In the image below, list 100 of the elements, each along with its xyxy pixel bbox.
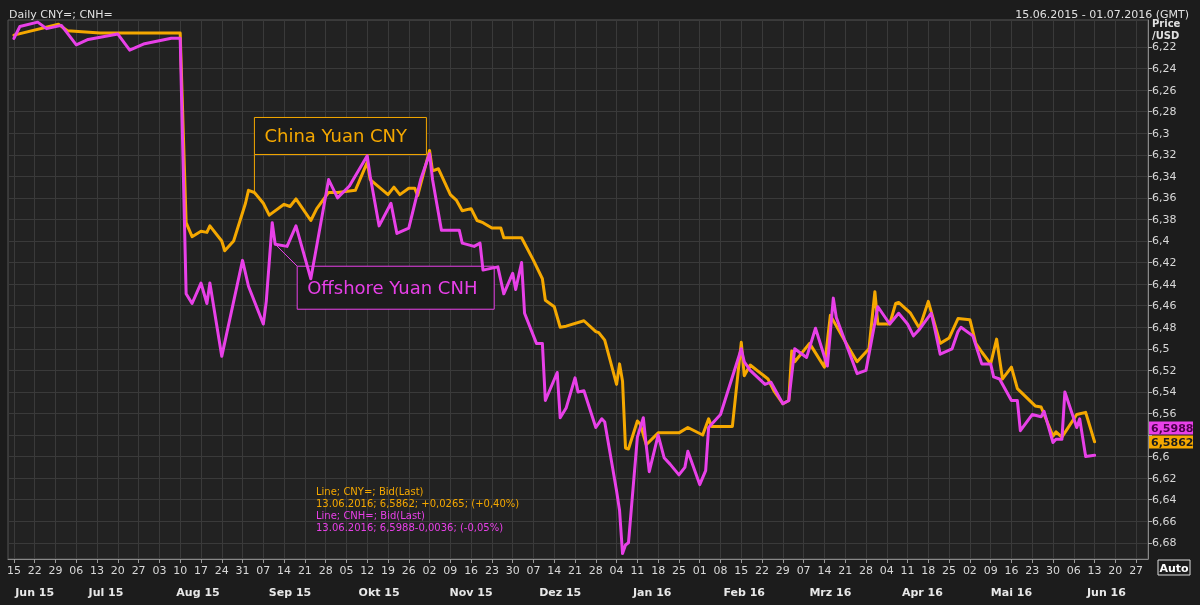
x-tick-label: 11 bbox=[900, 564, 915, 577]
x-tick-label: 06 bbox=[1066, 564, 1081, 577]
y-tick-label: 6,44 bbox=[1152, 277, 1177, 291]
x-tick-label: 21 bbox=[297, 564, 312, 577]
x-tick-label: 09 bbox=[443, 564, 458, 577]
annotation: Line; CNY=; Bid(Last) bbox=[316, 485, 424, 497]
x-tick-label: 08 bbox=[713, 564, 728, 577]
x-tick-label: 28 bbox=[858, 564, 873, 577]
x-tick-label: 23 bbox=[484, 564, 499, 577]
x2-tick-label: Nov 15 bbox=[449, 586, 493, 599]
y-tick-label: 6,68 bbox=[1152, 536, 1177, 550]
text: 6,5862 bbox=[1151, 436, 1194, 450]
x-tick-label: 06 bbox=[69, 564, 84, 577]
x-tick-label: 02 bbox=[962, 564, 977, 577]
x2-tick-label: Apr 16 bbox=[901, 586, 944, 599]
x-tick-label: 02 bbox=[422, 564, 437, 577]
x-tick-label: 07 bbox=[796, 564, 811, 577]
x-tick-label: 17 bbox=[193, 564, 208, 577]
x-tick-label: 22 bbox=[755, 564, 770, 577]
x-tick-label: 18 bbox=[921, 564, 936, 577]
x2-tick-label: Jun 16 bbox=[1085, 586, 1127, 599]
x-tick-label: 16 bbox=[1004, 564, 1019, 577]
x-tick-label: 13 bbox=[90, 564, 105, 577]
x2-tick-label: Feb 16 bbox=[723, 586, 766, 599]
x-tick-label: 22 bbox=[27, 564, 42, 577]
x-tick-label: 11 bbox=[630, 564, 645, 577]
x-tick-label: 12 bbox=[360, 564, 375, 577]
x-tick-label: 21 bbox=[568, 564, 583, 577]
y-tick-label: 6,26 bbox=[1152, 83, 1177, 97]
annotation: 13.06.2016; 6,5988-0,0036; (-0,05%) bbox=[316, 521, 504, 533]
x-tick-label: 15 bbox=[6, 564, 21, 577]
x-tick-label: 27 bbox=[131, 564, 146, 577]
y-tick-label: 6,24 bbox=[1152, 62, 1177, 76]
x-tick-label: 29 bbox=[775, 564, 790, 577]
x-tick-label: 24 bbox=[214, 564, 229, 577]
x-tick-label: 05 bbox=[339, 564, 354, 577]
y-tick-label: 6,5 bbox=[1152, 342, 1170, 356]
x-tick-label: 21 bbox=[838, 564, 853, 577]
x2-tick-label: Mrz 16 bbox=[809, 586, 852, 599]
x2-tick-label: Sep 15 bbox=[268, 586, 312, 599]
x-tick-label: 04 bbox=[609, 564, 624, 577]
y-tick-label: 6,66 bbox=[1152, 514, 1177, 528]
x-tick-label: 25 bbox=[671, 564, 686, 577]
annotation: 13.06.2016; 6,5862; +0,0265; (+0,40%) bbox=[316, 497, 520, 509]
x-tick-label: 07 bbox=[256, 564, 271, 577]
x-tick-label: 01 bbox=[692, 564, 707, 577]
x2-tick-label: Mai 16 bbox=[990, 586, 1033, 599]
series-label: China Yuan CNY bbox=[264, 125, 409, 147]
series-label: Offshore Yuan CNH bbox=[307, 277, 478, 299]
x-tick-label: 20 bbox=[110, 564, 125, 577]
y-tick-label: 6,4 bbox=[1152, 234, 1170, 248]
x-tick-label: 25 bbox=[942, 564, 957, 577]
y-tick-label: 6,62 bbox=[1152, 471, 1177, 485]
chart-title: Daily CNY=; CNH= bbox=[9, 8, 113, 21]
x2-tick-label: Dez 15 bbox=[539, 586, 582, 599]
y-tick-label: 6,36 bbox=[1152, 191, 1177, 205]
y-tick-label: 6,48 bbox=[1152, 320, 1177, 334]
x-tick-label: 14 bbox=[817, 564, 832, 577]
x-tick-label: 28 bbox=[318, 564, 333, 577]
x-tick-label: 07 bbox=[526, 564, 541, 577]
x-tick-label: 20 bbox=[1108, 564, 1123, 577]
y-tick-label: 6,52 bbox=[1152, 363, 1177, 377]
y-tick-label: 6,38 bbox=[1152, 212, 1177, 226]
x-tick-label: 29 bbox=[48, 564, 63, 577]
x-tick-label: 30 bbox=[505, 564, 520, 577]
x2-tick-label: Jun 15 bbox=[14, 586, 55, 599]
x-tick-label: 19 bbox=[381, 564, 395, 577]
y-tick-label: 6,42 bbox=[1152, 256, 1177, 270]
y-tick-label: 6,34 bbox=[1152, 169, 1177, 183]
x-tick-label: 30 bbox=[1046, 564, 1060, 577]
y-tick-label: 6,56 bbox=[1152, 406, 1177, 420]
y-tick-label: 6,46 bbox=[1152, 299, 1177, 313]
x-tick-label: 28 bbox=[588, 564, 603, 577]
x-tick-label: 13 bbox=[1087, 564, 1102, 577]
x-tick-label: 15 bbox=[734, 564, 749, 577]
x-tick-label: 14 bbox=[277, 564, 292, 577]
x-tick-label: 14 bbox=[547, 564, 562, 577]
x2-tick-label: Jan 16 bbox=[631, 586, 672, 599]
x2-tick-label: Aug 15 bbox=[176, 586, 220, 599]
x-tick-label: 26 bbox=[401, 564, 416, 577]
x2-tick-label: Okt 15 bbox=[358, 586, 400, 599]
y-tick-label: 6,64 bbox=[1152, 493, 1177, 507]
x-tick-label: 10 bbox=[173, 564, 188, 577]
x-tick-label: 04 bbox=[879, 564, 894, 577]
x-tick-label: 16 bbox=[464, 564, 479, 577]
x-tick-label: 23 bbox=[1025, 564, 1040, 577]
y-axis-title: Price /USD bbox=[1152, 18, 1181, 42]
text: 6,5988 bbox=[1151, 422, 1194, 436]
y-tick-label: 6,32 bbox=[1152, 148, 1177, 162]
y-tick-label: 6,54 bbox=[1152, 385, 1177, 399]
y-tick-label: 6,22 bbox=[1152, 40, 1177, 54]
y-tick-label: 6,6 bbox=[1152, 450, 1170, 464]
x-tick-label: 18 bbox=[651, 564, 666, 577]
annotation: Line; CNH=; Bid(Last) bbox=[316, 509, 426, 521]
x-tick-label: 27 bbox=[1129, 564, 1144, 577]
text: Auto bbox=[1159, 561, 1190, 575]
y-tick-label: 6,3 bbox=[1152, 126, 1170, 140]
x-tick-label: 03 bbox=[152, 564, 167, 577]
x2-tick-label: Jul 15 bbox=[87, 586, 124, 599]
x-tick-label: 09 bbox=[983, 564, 998, 577]
